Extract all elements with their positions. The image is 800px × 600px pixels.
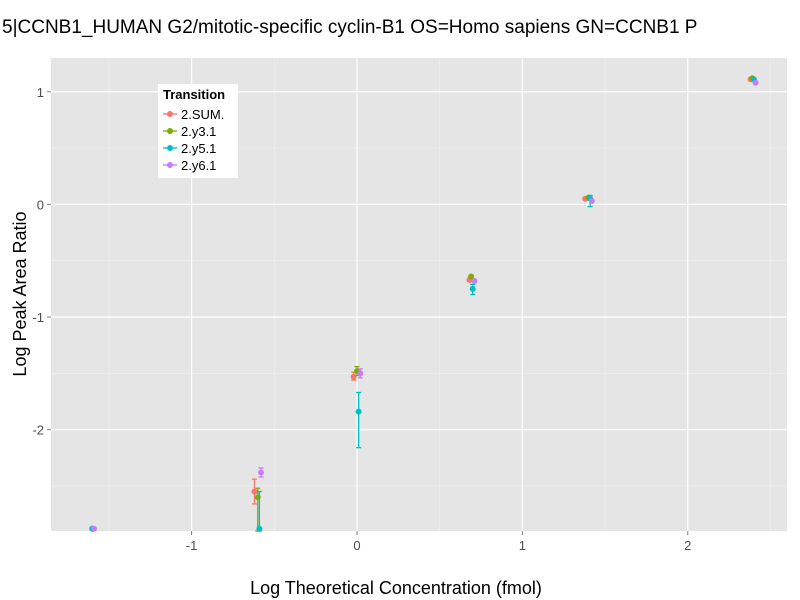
y-tick-label: -1 (32, 310, 44, 325)
y-tick-label: 1 (37, 85, 44, 100)
legend-key-point (167, 162, 173, 168)
major-gridlines (51, 58, 787, 531)
series-2.y6.1 (91, 79, 759, 532)
y-tick-label: -2 (32, 423, 44, 438)
data-point (258, 469, 265, 476)
data-point (471, 277, 478, 284)
y-axis: -2 -1 0 1 (32, 85, 51, 438)
legend-key-point (167, 111, 173, 117)
data-point (588, 198, 595, 205)
data-point (468, 273, 475, 280)
legend-key-point (167, 128, 173, 134)
legend: Transition 2.SUM. 2.y3.1 2.y5.1 2.y6.1 (158, 84, 238, 178)
data-point (469, 285, 476, 292)
legend-key-point (167, 145, 173, 151)
data-point (355, 408, 362, 415)
data-marks (89, 75, 759, 532)
x-tick-label: 1 (519, 538, 526, 553)
data-point (91, 525, 98, 532)
legend-label: 2.y6.1 (181, 158, 216, 173)
data-point (350, 373, 357, 380)
legend-label: 2.y3.1 (181, 124, 216, 139)
data-point (256, 525, 263, 532)
data-point (752, 79, 759, 86)
x-axis: -1 0 1 2 (186, 531, 691, 553)
x-tick-label: 0 (353, 538, 360, 553)
y-axis-label: Log Peak Area Ratio (10, 211, 30, 376)
y-tick-label: 0 (37, 197, 44, 212)
data-point (251, 488, 258, 495)
legend-label: 2.y5.1 (181, 141, 216, 156)
chart-title: 5|CCNB1_HUMAN G2/mitotic-specific cyclin… (2, 17, 697, 38)
legend-label: 2.SUM. (181, 107, 224, 122)
x-axis-label: Log Theoretical Concentration (fmol) (250, 578, 542, 598)
legend-title: Transition (163, 87, 225, 102)
legend-items: 2.SUM. 2.y3.1 2.y5.1 2.y6.1 (163, 107, 224, 173)
data-point (357, 370, 364, 377)
x-tick-label: 2 (684, 538, 691, 553)
x-tick-label: -1 (186, 538, 198, 553)
